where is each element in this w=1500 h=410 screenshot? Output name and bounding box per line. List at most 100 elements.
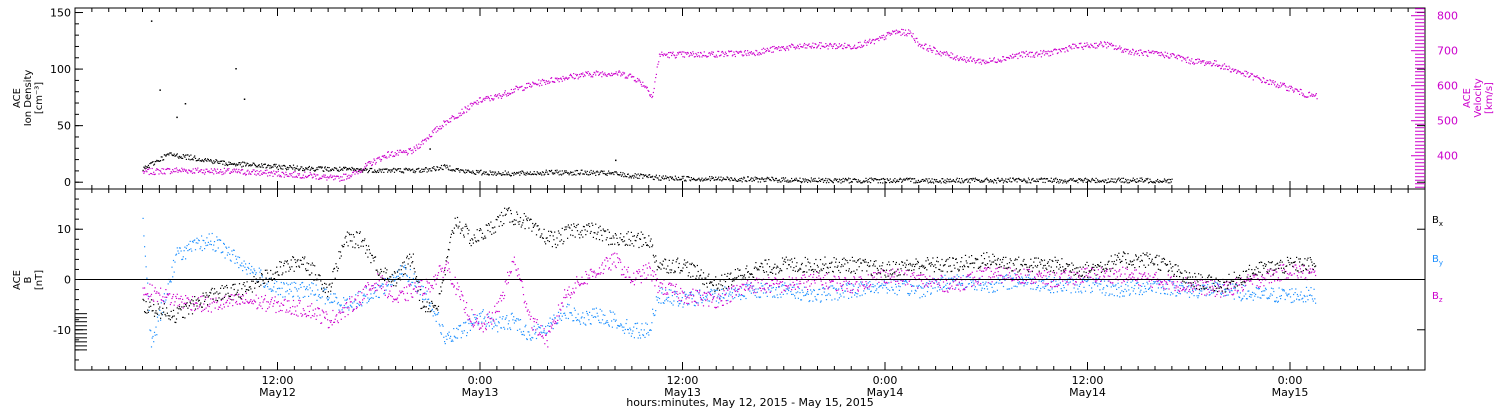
velocity-point (311, 174, 313, 176)
velocity-point (836, 47, 838, 49)
by-point (800, 299, 802, 301)
velocity-point (450, 121, 452, 123)
density-point (182, 154, 184, 156)
by-point (914, 292, 916, 294)
velocity-point (685, 52, 687, 54)
by-point (1296, 293, 1298, 296)
bz-point (163, 301, 165, 303)
density-point (886, 178, 888, 180)
by-point (959, 283, 961, 285)
velocity-point (779, 47, 781, 49)
velocity-point (1128, 53, 1130, 55)
by-point (832, 287, 834, 289)
velocity-point (251, 171, 253, 173)
density-point (377, 171, 380, 173)
by-point (980, 289, 983, 291)
velocity-point (562, 75, 564, 78)
density-point (582, 173, 584, 175)
density-point (1058, 182, 1060, 184)
bz-point (459, 296, 461, 298)
velocity-point (1308, 91, 1311, 93)
density-point (845, 178, 847, 180)
by-point (532, 337, 534, 339)
density-point (321, 167, 323, 169)
density-point (392, 168, 394, 170)
density-point (325, 168, 327, 170)
density-point (1004, 180, 1006, 182)
by-point (1154, 282, 1156, 284)
by-point (990, 283, 992, 285)
by-point (1048, 276, 1050, 278)
density-point (261, 163, 263, 165)
by-point (1068, 282, 1070, 284)
bz-point (470, 321, 472, 323)
by-point (1133, 288, 1135, 290)
density-point (365, 167, 367, 169)
density-point (1152, 182, 1154, 184)
velocity-point (1091, 44, 1093, 46)
bz-point (264, 294, 266, 297)
density-point (736, 180, 738, 182)
bz-point (441, 267, 443, 269)
by-point (464, 322, 466, 324)
density-point (883, 179, 885, 181)
by-point (582, 322, 585, 324)
density-point (1060, 179, 1062, 181)
bz-point (160, 287, 162, 289)
velocity-point (743, 54, 745, 56)
density-point (810, 177, 812, 179)
velocity-point (469, 108, 471, 110)
by-point (1146, 281, 1148, 283)
velocity-point (404, 151, 406, 154)
by-point (1127, 285, 1129, 287)
bz-point (157, 292, 159, 294)
density-point (198, 158, 200, 160)
velocity-point (607, 73, 609, 76)
bz-point (287, 311, 289, 313)
velocity-point (596, 71, 598, 73)
density-point (1031, 179, 1033, 181)
by-point (772, 296, 774, 298)
density-point (828, 181, 830, 184)
velocity-point (426, 137, 428, 139)
velocity-point (1076, 47, 1078, 49)
density-point (589, 173, 591, 175)
velocity-point (907, 32, 909, 34)
velocity-point (197, 171, 200, 173)
velocity-point (538, 79, 540, 81)
density-point (607, 172, 609, 174)
density-point (343, 167, 345, 169)
density-point (508, 173, 510, 175)
density-point (768, 177, 770, 179)
density-point (237, 164, 239, 166)
density-point (747, 176, 749, 178)
by-point (569, 312, 571, 314)
density-point (244, 162, 246, 164)
density-point (1090, 181, 1092, 183)
density-point (1049, 180, 1051, 182)
by-point (589, 311, 591, 313)
velocity-point (1248, 76, 1251, 78)
by-point (258, 267, 260, 269)
bz-point (218, 306, 220, 308)
by-point (1014, 273, 1016, 275)
velocity-point (1220, 67, 1222, 69)
density-point (974, 180, 976, 182)
velocity-point (576, 74, 579, 76)
velocity-point (799, 43, 801, 45)
velocity-point (1167, 56, 1169, 58)
density-point (839, 179, 841, 181)
velocity-point (890, 32, 892, 34)
by-point (328, 297, 330, 299)
density-point (310, 168, 312, 170)
by-point (823, 291, 825, 293)
velocity-point (794, 48, 796, 50)
by-point (443, 336, 445, 338)
velocity-point (547, 82, 549, 85)
density-point (769, 179, 771, 181)
velocity-point (286, 175, 288, 177)
by-point (1212, 292, 1214, 294)
velocity-point (247, 169, 249, 171)
density-point (352, 167, 354, 169)
density-point (836, 178, 838, 180)
